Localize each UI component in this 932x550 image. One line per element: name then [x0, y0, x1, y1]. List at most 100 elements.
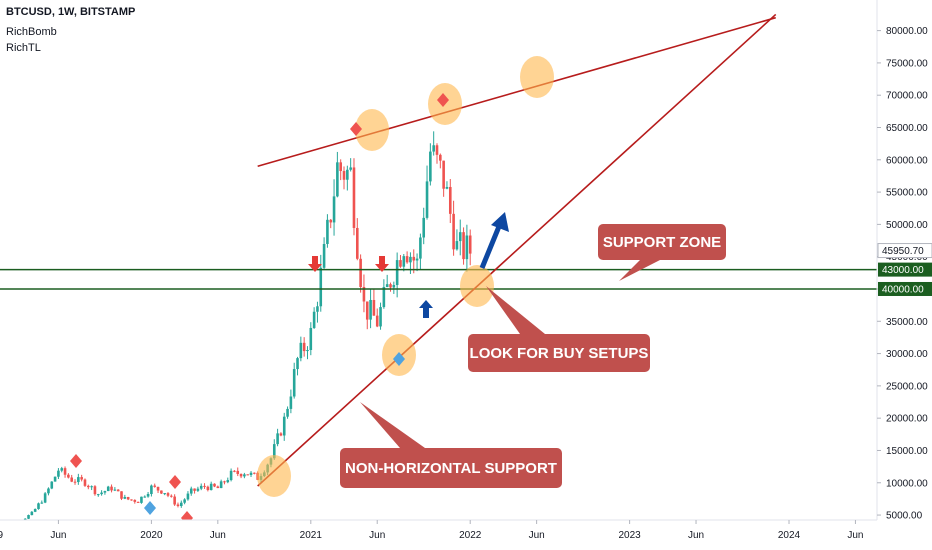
candle-body	[372, 299, 376, 316]
price-label-box	[877, 243, 932, 259]
candle-body	[239, 473, 243, 477]
highlight-circle	[520, 56, 554, 98]
highlight-circle	[355, 109, 389, 151]
candle-body	[282, 416, 286, 436]
signal-diamond	[70, 454, 82, 468]
highlight-circle	[460, 265, 494, 307]
indicator-richtl-label[interactable]: RichTL	[6, 42, 41, 54]
price-tick-label: 55000.00	[886, 188, 928, 199]
candle-body	[422, 217, 426, 238]
price-label-text: 40000.00	[882, 284, 924, 295]
candle-body	[126, 496, 130, 500]
candle-body	[193, 488, 196, 491]
price-label-box	[878, 281, 932, 296]
signal-diamond	[437, 93, 449, 107]
time-tick-label: 2019	[0, 530, 4, 541]
candle-body	[153, 485, 157, 487]
candle-body	[346, 169, 349, 180]
candle-body	[199, 485, 203, 489]
signal-diamond	[393, 352, 405, 366]
candle-body	[412, 256, 416, 261]
candle-body	[439, 154, 442, 161]
candle-body	[146, 494, 150, 497]
candle-body	[96, 494, 100, 496]
candle-body	[77, 477, 80, 483]
time-axis[interactable]: 2019 Jun 2020 Jun 2021 Jun 2022 Jun 2023 Jun 2024 J…	[0, 519, 877, 550]
sell-arrow	[375, 256, 389, 272]
candle-body	[329, 219, 333, 223]
candle-body	[458, 232, 462, 242]
candle-body	[276, 433, 279, 445]
candle-body	[27, 515, 30, 519]
signal-diamond	[350, 122, 362, 136]
callout-box	[598, 224, 726, 260]
candle-body	[176, 504, 180, 507]
trendline-rising-support	[257, 13, 777, 487]
candle-body	[233, 470, 236, 472]
candle-body	[140, 496, 143, 503]
plot-area[interactable]	[0, 0, 877, 520]
candle-body	[203, 485, 206, 487]
candle-body	[326, 219, 329, 244]
candle-body	[272, 444, 276, 459]
price-tick-label: 30000.00	[886, 349, 928, 360]
buy-arrow	[419, 300, 433, 318]
candle-body	[306, 349, 309, 352]
candle-body	[130, 499, 133, 501]
price-tick-label: 25000.00	[886, 381, 928, 392]
time-tick-label: Jun	[529, 530, 545, 541]
candle-body	[253, 472, 256, 474]
candle-body	[415, 258, 419, 261]
candle-body	[236, 470, 240, 474]
callout-box	[468, 334, 650, 372]
candle-body	[50, 481, 54, 489]
candle-body	[369, 299, 372, 320]
candle-body	[60, 468, 64, 471]
highlight-circle	[257, 455, 291, 497]
candle-body	[219, 481, 223, 489]
candle-body	[292, 369, 296, 397]
time-tick-label: Jun	[210, 530, 226, 541]
candle-body	[445, 186, 449, 189]
candle-body	[136, 501, 140, 503]
candle-body	[425, 181, 429, 218]
candle-body	[67, 474, 70, 478]
candle-body	[365, 301, 369, 320]
price-tick-label: 50000.00	[886, 220, 928, 231]
indicator-richbomb-label[interactable]: RichBomb	[6, 26, 57, 38]
candle-body	[173, 496, 176, 505]
callout-tail	[619, 260, 660, 281]
time-tick-label: 2023	[618, 530, 641, 541]
candle-body	[70, 477, 74, 482]
candle-body	[429, 151, 432, 182]
candle-body	[455, 241, 459, 250]
candle-body	[143, 496, 147, 498]
candle-body	[435, 145, 439, 155]
candle-body	[226, 480, 230, 483]
candle-body	[468, 235, 472, 254]
callout-tail	[360, 402, 425, 448]
candle-body	[312, 311, 316, 328]
price-label-text: 43000.00	[882, 265, 924, 276]
candle-body	[352, 167, 356, 228]
price-tick-label: 15000.00	[886, 446, 928, 457]
candle-body	[150, 485, 153, 495]
candle-body	[375, 315, 379, 327]
candle-body	[249, 472, 253, 475]
candle-body	[209, 483, 213, 491]
candle-body	[90, 486, 93, 488]
candle-body	[163, 493, 166, 495]
sell-arrow	[308, 256, 322, 272]
candle-body	[409, 256, 412, 263]
candle-body	[289, 396, 293, 409]
candle-body	[179, 502, 183, 507]
candle-body	[359, 258, 362, 288]
candle-body	[349, 167, 352, 170]
symbol-title[interactable]: BTCUSD, 1W, BITSTAMP	[6, 6, 136, 18]
candle-body	[316, 306, 319, 312]
candle-body	[123, 496, 127, 499]
price-tick-label: 65000.00	[886, 123, 928, 134]
candle-body	[166, 493, 170, 496]
candle-body	[339, 162, 342, 172]
